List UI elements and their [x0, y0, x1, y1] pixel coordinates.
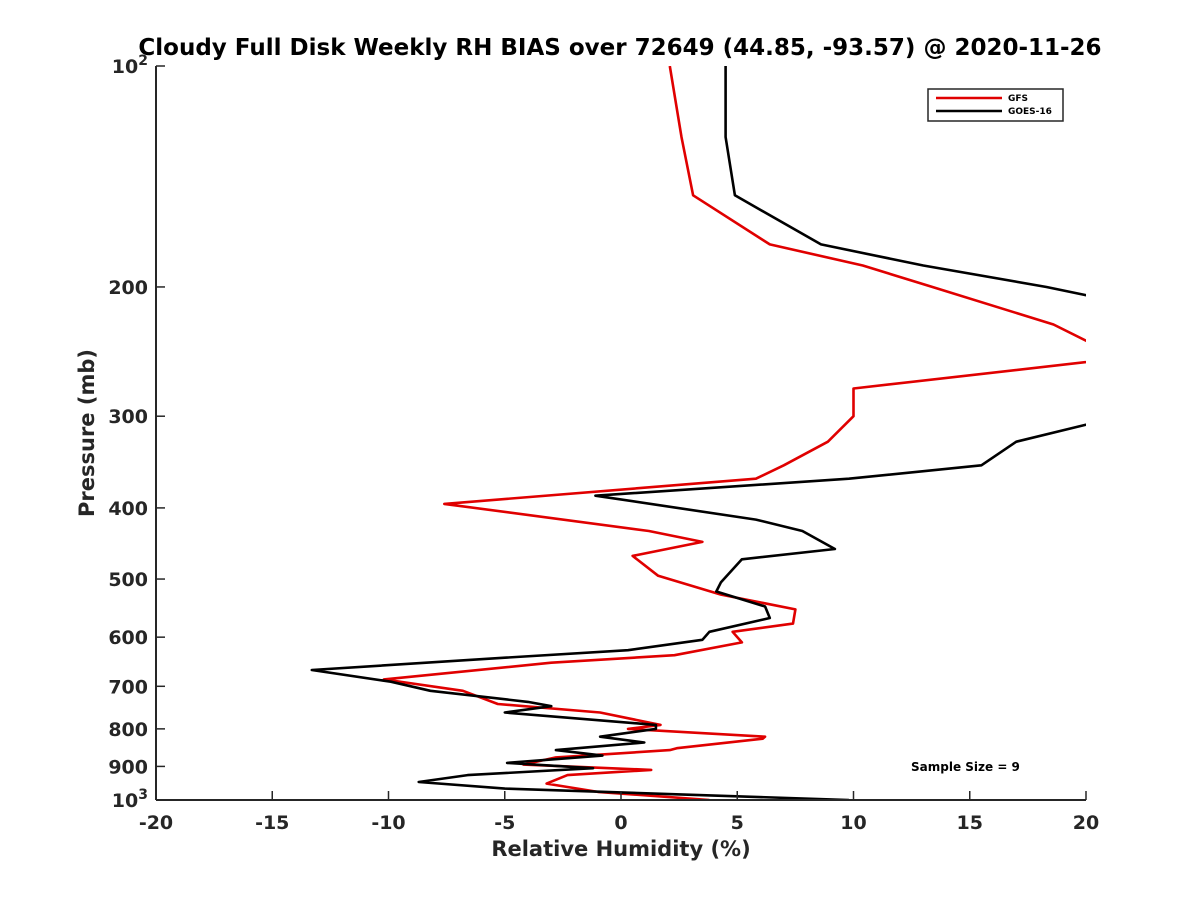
sample-size-annotation: Sample Size = 9 [911, 760, 1020, 774]
y-tick-label: 200 [108, 277, 148, 299]
x-tick-label: 5 [731, 812, 744, 834]
y-tick-label: 103 [112, 787, 148, 812]
y-tick-label: 102 [112, 53, 148, 78]
x-tick-label: 0 [614, 812, 627, 834]
legend-box [927, 88, 1064, 122]
series-line-goes-16 [310, 66, 1086, 800]
y-tick-label: 300 [108, 406, 148, 428]
y-tick-label: 800 [108, 719, 148, 741]
series-line-gfs [382, 66, 1086, 800]
y-tick-label: 400 [108, 498, 148, 520]
x-tick-label: 10 [840, 812, 866, 834]
y-tick-label: 600 [108, 627, 148, 649]
x-ticks: -20 -15 -10 -5 0 5 10 15 20 [139, 791, 1099, 834]
y-axis-label: Pressure (mb) [75, 349, 99, 517]
legend-label-gfs: GFS [1008, 94, 1028, 104]
plot-axes [155, 66, 1086, 801]
x-axis-label: Relative Humidity (%) [491, 837, 750, 861]
x-tick-label: -10 [371, 812, 405, 834]
chart-title: Cloudy Full Disk Weekly RH BIAS over 726… [138, 35, 1101, 61]
x-tick-label: -15 [255, 812, 289, 834]
legend: GFS GOES-16 [927, 88, 1064, 122]
y-tick-label: 500 [108, 569, 148, 591]
legend-label-goes16: GOES-16 [1008, 107, 1052, 117]
series-layer [310, 66, 1086, 800]
y-ticks: 102 200 300 400 500 600 700 800 900 103 [108, 53, 165, 812]
x-tick-label: -20 [139, 812, 173, 834]
x-tick-label: 15 [957, 812, 983, 834]
y-tick-label: 900 [108, 756, 148, 778]
x-tick-label: 20 [1073, 812, 1099, 834]
x-tick-label: -5 [494, 812, 515, 834]
y-tick-label: 700 [108, 676, 148, 698]
